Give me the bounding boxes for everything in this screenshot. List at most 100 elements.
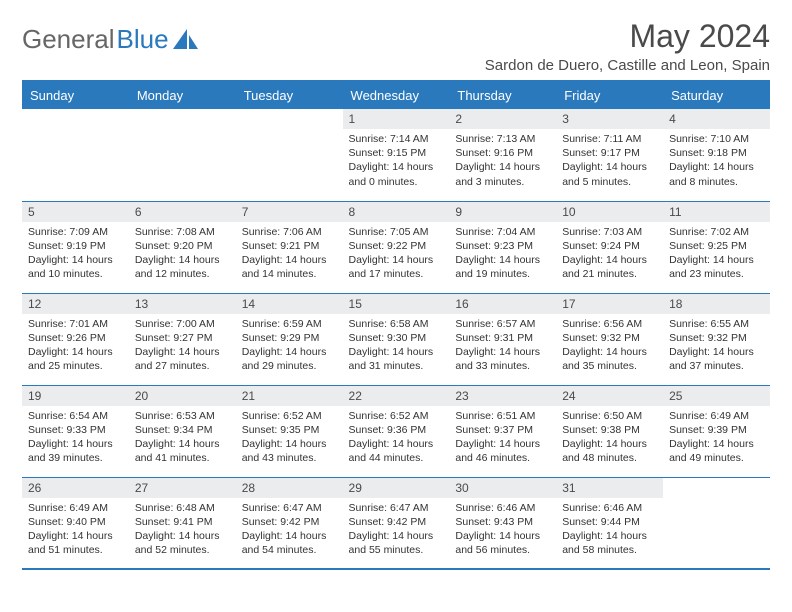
day-number: 27: [129, 478, 236, 498]
day-number: 16: [449, 294, 556, 314]
day-details: Sunrise: 6:47 AMSunset: 9:42 PMDaylight:…: [236, 498, 343, 563]
day-number: 21: [236, 386, 343, 406]
day-details: Sunrise: 7:04 AMSunset: 9:23 PMDaylight:…: [449, 222, 556, 287]
day-details: Sunrise: 7:09 AMSunset: 9:19 PMDaylight:…: [22, 222, 129, 287]
day-number: 17: [556, 294, 663, 314]
calendar-cell: 22Sunrise: 6:52 AMSunset: 9:36 PMDayligh…: [343, 385, 450, 477]
calendar-cell: [236, 109, 343, 201]
calendar-cell: 24Sunrise: 6:50 AMSunset: 9:38 PMDayligh…: [556, 385, 663, 477]
calendar-cell: 10Sunrise: 7:03 AMSunset: 9:24 PMDayligh…: [556, 201, 663, 293]
calendar-week: 5Sunrise: 7:09 AMSunset: 9:19 PMDaylight…: [22, 201, 770, 293]
calendar-cell: 28Sunrise: 6:47 AMSunset: 9:42 PMDayligh…: [236, 477, 343, 569]
day-details: Sunrise: 6:52 AMSunset: 9:35 PMDaylight:…: [236, 406, 343, 471]
day-details: Sunrise: 6:54 AMSunset: 9:33 PMDaylight:…: [22, 406, 129, 471]
calendar-header-row: SundayMondayTuesdayWednesdayThursdayFrid…: [22, 81, 770, 109]
calendar-cell: 27Sunrise: 6:48 AMSunset: 9:41 PMDayligh…: [129, 477, 236, 569]
day-number: 28: [236, 478, 343, 498]
day-number: 18: [663, 294, 770, 314]
day-number: 8: [343, 202, 450, 222]
day-number: 31: [556, 478, 663, 498]
day-details: Sunrise: 6:46 AMSunset: 9:44 PMDaylight:…: [556, 498, 663, 563]
day-number: 10: [556, 202, 663, 222]
day-header: Tuesday: [236, 81, 343, 109]
day-details: Sunrise: 6:49 AMSunset: 9:39 PMDaylight:…: [663, 406, 770, 471]
calendar-cell: 12Sunrise: 7:01 AMSunset: 9:26 PMDayligh…: [22, 293, 129, 385]
day-number: 5: [22, 202, 129, 222]
day-details: Sunrise: 6:59 AMSunset: 9:29 PMDaylight:…: [236, 314, 343, 379]
calendar-cell: 15Sunrise: 6:58 AMSunset: 9:30 PMDayligh…: [343, 293, 450, 385]
day-number: 25: [663, 386, 770, 406]
calendar-table: SundayMondayTuesdayWednesdayThursdayFrid…: [22, 80, 770, 570]
calendar-cell: 29Sunrise: 6:47 AMSunset: 9:42 PMDayligh…: [343, 477, 450, 569]
day-number: 9: [449, 202, 556, 222]
day-details: Sunrise: 6:46 AMSunset: 9:43 PMDaylight:…: [449, 498, 556, 563]
day-details: Sunrise: 6:49 AMSunset: 9:40 PMDaylight:…: [22, 498, 129, 563]
day-number: 2: [449, 109, 556, 129]
day-details: Sunrise: 6:53 AMSunset: 9:34 PMDaylight:…: [129, 406, 236, 471]
day-number: 22: [343, 386, 450, 406]
day-number: 4: [663, 109, 770, 129]
calendar-cell: 26Sunrise: 6:49 AMSunset: 9:40 PMDayligh…: [22, 477, 129, 569]
calendar-week: 26Sunrise: 6:49 AMSunset: 9:40 PMDayligh…: [22, 477, 770, 569]
calendar-cell: [129, 109, 236, 201]
brand-logo: GeneralBlue: [22, 18, 199, 55]
day-header: Monday: [129, 81, 236, 109]
calendar-cell: 2Sunrise: 7:13 AMSunset: 9:16 PMDaylight…: [449, 109, 556, 201]
day-details: Sunrise: 6:52 AMSunset: 9:36 PMDaylight:…: [343, 406, 450, 471]
calendar-cell: 18Sunrise: 6:55 AMSunset: 9:32 PMDayligh…: [663, 293, 770, 385]
calendar-cell: 6Sunrise: 7:08 AMSunset: 9:20 PMDaylight…: [129, 201, 236, 293]
day-details: Sunrise: 7:06 AMSunset: 9:21 PMDaylight:…: [236, 222, 343, 287]
day-details: Sunrise: 7:02 AMSunset: 9:25 PMDaylight:…: [663, 222, 770, 287]
calendar-cell: 3Sunrise: 7:11 AMSunset: 9:17 PMDaylight…: [556, 109, 663, 201]
day-details: Sunrise: 6:48 AMSunset: 9:41 PMDaylight:…: [129, 498, 236, 563]
calendar-cell: [22, 109, 129, 201]
brand-part2: Blue: [117, 24, 169, 55]
day-header: Friday: [556, 81, 663, 109]
day-number: 24: [556, 386, 663, 406]
day-details: Sunrise: 7:05 AMSunset: 9:22 PMDaylight:…: [343, 222, 450, 287]
day-details: Sunrise: 7:03 AMSunset: 9:24 PMDaylight:…: [556, 222, 663, 287]
day-number: 11: [663, 202, 770, 222]
calendar-cell: 5Sunrise: 7:09 AMSunset: 9:19 PMDaylight…: [22, 201, 129, 293]
calendar-week: 19Sunrise: 6:54 AMSunset: 9:33 PMDayligh…: [22, 385, 770, 477]
day-header: Wednesday: [343, 81, 450, 109]
day-details: Sunrise: 6:58 AMSunset: 9:30 PMDaylight:…: [343, 314, 450, 379]
calendar-cell: 7Sunrise: 7:06 AMSunset: 9:21 PMDaylight…: [236, 201, 343, 293]
day-details: Sunrise: 7:10 AMSunset: 9:18 PMDaylight:…: [663, 129, 770, 194]
calendar-cell: 17Sunrise: 6:56 AMSunset: 9:32 PMDayligh…: [556, 293, 663, 385]
calendar-cell: 23Sunrise: 6:51 AMSunset: 9:37 PMDayligh…: [449, 385, 556, 477]
month-title: May 2024: [485, 18, 770, 55]
day-details: Sunrise: 6:56 AMSunset: 9:32 PMDaylight:…: [556, 314, 663, 379]
day-number: 13: [129, 294, 236, 314]
day-number: 20: [129, 386, 236, 406]
calendar-cell: 31Sunrise: 6:46 AMSunset: 9:44 PMDayligh…: [556, 477, 663, 569]
day-details: Sunrise: 7:11 AMSunset: 9:17 PMDaylight:…: [556, 129, 663, 194]
title-block: May 2024 Sardon de Duero, Castille and L…: [485, 18, 770, 74]
calendar-cell: 19Sunrise: 6:54 AMSunset: 9:33 PMDayligh…: [22, 385, 129, 477]
day-number: 14: [236, 294, 343, 314]
calendar-cell: 1Sunrise: 7:14 AMSunset: 9:15 PMDaylight…: [343, 109, 450, 201]
calendar-cell: 4Sunrise: 7:10 AMSunset: 9:18 PMDaylight…: [663, 109, 770, 201]
day-number: 1: [343, 109, 450, 129]
day-details: Sunrise: 6:57 AMSunset: 9:31 PMDaylight:…: [449, 314, 556, 379]
location-label: Sardon de Duero, Castille and Leon, Spai…: [485, 57, 770, 74]
calendar-week: 1Sunrise: 7:14 AMSunset: 9:15 PMDaylight…: [22, 109, 770, 201]
calendar-cell: 14Sunrise: 6:59 AMSunset: 9:29 PMDayligh…: [236, 293, 343, 385]
day-number: 23: [449, 386, 556, 406]
day-details: Sunrise: 6:50 AMSunset: 9:38 PMDaylight:…: [556, 406, 663, 471]
day-number: 3: [556, 109, 663, 129]
calendar-cell: 9Sunrise: 7:04 AMSunset: 9:23 PMDaylight…: [449, 201, 556, 293]
day-details: Sunrise: 6:51 AMSunset: 9:37 PMDaylight:…: [449, 406, 556, 471]
calendar-cell: 21Sunrise: 6:52 AMSunset: 9:35 PMDayligh…: [236, 385, 343, 477]
calendar-cell: 25Sunrise: 6:49 AMSunset: 9:39 PMDayligh…: [663, 385, 770, 477]
day-number: 30: [449, 478, 556, 498]
calendar-week: 12Sunrise: 7:01 AMSunset: 9:26 PMDayligh…: [22, 293, 770, 385]
day-details: Sunrise: 7:14 AMSunset: 9:15 PMDaylight:…: [343, 129, 450, 194]
day-number: 6: [129, 202, 236, 222]
day-details: Sunrise: 7:08 AMSunset: 9:20 PMDaylight:…: [129, 222, 236, 287]
day-header: Thursday: [449, 81, 556, 109]
day-details: Sunrise: 7:13 AMSunset: 9:16 PMDaylight:…: [449, 129, 556, 194]
day-header: Saturday: [663, 81, 770, 109]
day-number: 26: [22, 478, 129, 498]
day-number: 12: [22, 294, 129, 314]
